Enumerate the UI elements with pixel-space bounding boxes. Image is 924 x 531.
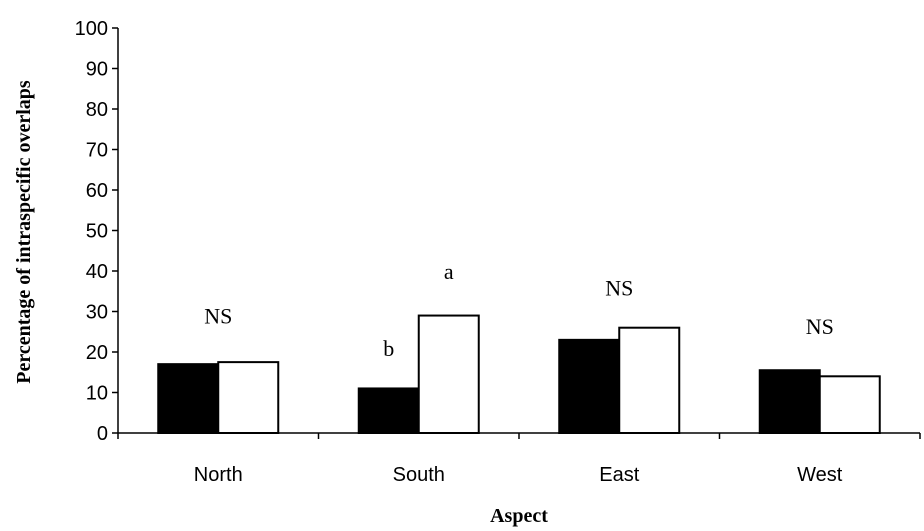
significance-label: NS [204,304,232,329]
y-tick-label: 40 [86,261,108,283]
bar-east-series-2 [618,326,681,435]
bar-south-series-1 [357,387,420,435]
bar-north-series-1 [157,363,220,434]
significance-label: b [383,336,394,361]
y-tick-label: 30 [86,302,108,324]
bar-west-series-1 [758,369,821,435]
x-axis-title: Aspect [490,505,548,527]
x-tick-label: North [194,464,243,486]
x-tick-label: West [797,464,843,486]
significance-label: a [444,259,454,284]
y-tick-label: 80 [86,99,108,121]
y-axis-title: Percentage of intraspecific overlaps [13,80,35,384]
y-tick-label: 50 [86,221,108,243]
significance-label: NS [806,314,834,339]
y-tick-label: 70 [86,140,108,162]
y-tick-label: 20 [86,342,108,364]
bar-south-series-2 [417,314,480,434]
bar-east-series-1 [558,338,621,435]
bar-north-series-2 [217,361,280,434]
x-tick-label: South [393,464,445,486]
y-tick-label: 90 [86,59,108,81]
y-tick-label: 10 [86,383,108,405]
bar-west-series-2 [818,375,881,434]
y-tick-label: 100 [75,18,108,40]
y-tick-label: 60 [86,180,108,202]
significance-label: NS [605,275,633,300]
y-tick-label: 0 [97,423,108,445]
x-tick-label: East [599,464,639,486]
